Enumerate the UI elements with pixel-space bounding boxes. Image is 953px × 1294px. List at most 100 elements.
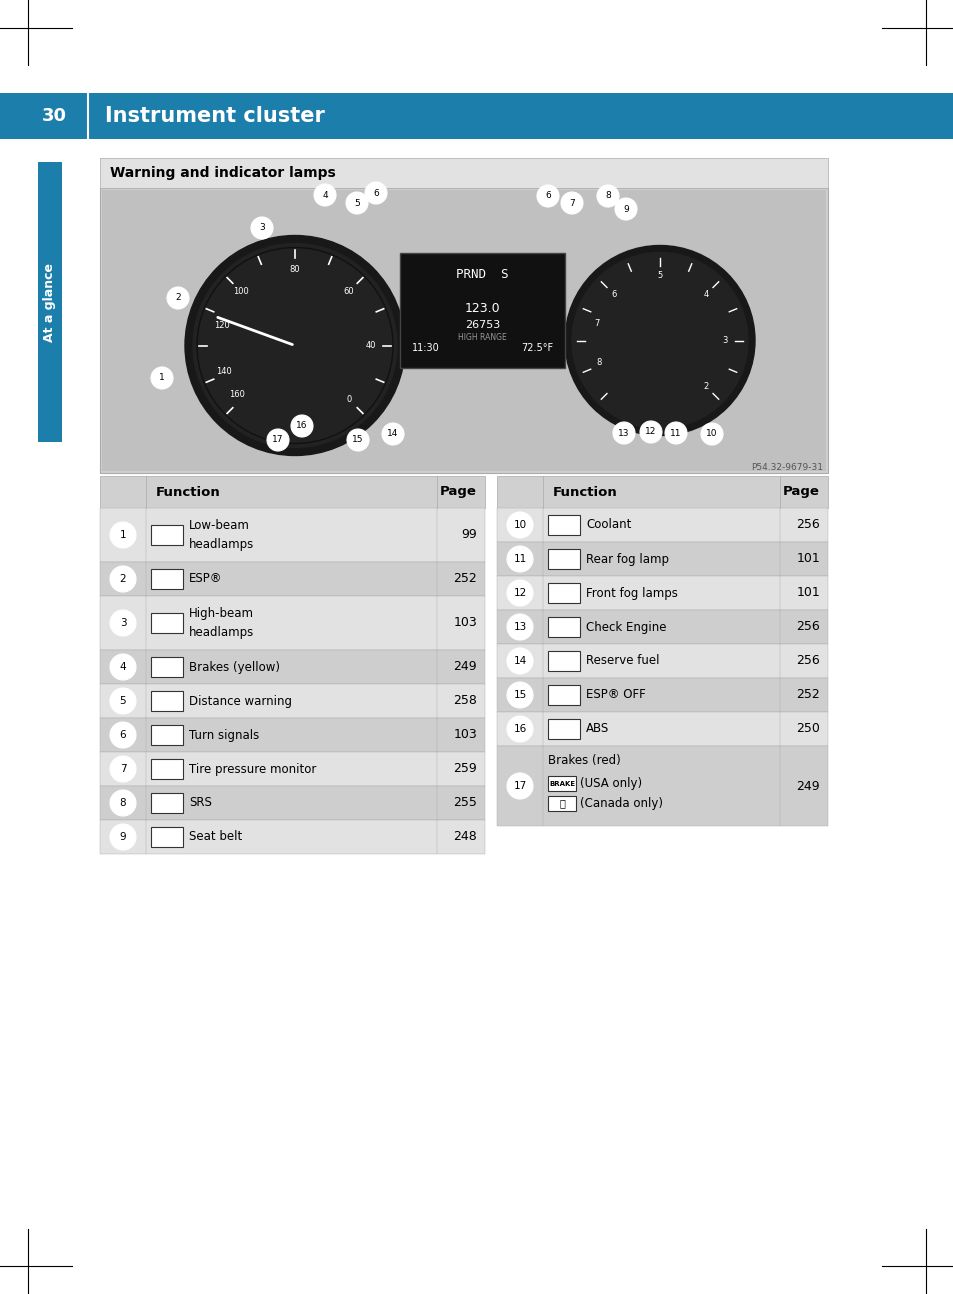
Text: 6: 6	[544, 192, 550, 201]
Text: Distance warning: Distance warning	[189, 695, 292, 708]
Text: 160: 160	[229, 389, 245, 399]
Text: ⓘ: ⓘ	[558, 798, 564, 807]
Text: 103: 103	[453, 729, 476, 741]
Bar	[497, 609, 827, 644]
Text: 103: 103	[453, 616, 476, 629]
Bar	[497, 678, 827, 712]
Text: At a glance: At a glance	[44, 263, 56, 342]
Text: 8: 8	[604, 192, 610, 201]
Text: HIGH RANGE: HIGH RANGE	[457, 334, 506, 343]
Bar	[100, 650, 484, 685]
Text: 26753: 26753	[464, 320, 499, 330]
Circle shape	[110, 722, 136, 748]
Text: 8: 8	[119, 798, 126, 807]
Text: 8: 8	[596, 358, 601, 367]
Text: 249: 249	[796, 779, 820, 792]
Text: Reserve fuel: Reserve fuel	[585, 655, 659, 668]
Text: Warning and indicator lamps: Warning and indicator lamps	[110, 166, 335, 180]
Text: headlamps: headlamps	[189, 538, 254, 551]
Bar	[547, 584, 579, 603]
Circle shape	[700, 423, 722, 445]
Circle shape	[267, 430, 289, 452]
Text: 12: 12	[513, 587, 526, 598]
Text: 80: 80	[290, 265, 300, 274]
Text: Seat belt: Seat belt	[189, 831, 242, 844]
Circle shape	[110, 756, 136, 782]
Circle shape	[110, 791, 136, 817]
Circle shape	[560, 192, 582, 214]
Bar	[547, 685, 579, 705]
Circle shape	[506, 716, 533, 741]
Bar	[497, 509, 827, 542]
Bar	[38, 162, 62, 443]
Text: Function: Function	[553, 485, 618, 498]
Text: 252: 252	[796, 688, 820, 701]
Circle shape	[506, 613, 533, 641]
Bar	[547, 651, 579, 672]
Bar	[0, 93, 88, 138]
Text: 5: 5	[354, 198, 359, 207]
Text: 17: 17	[513, 782, 526, 791]
Bar	[100, 718, 484, 752]
Circle shape	[365, 182, 387, 204]
Bar	[100, 188, 827, 474]
Text: Instrument cluster: Instrument cluster	[105, 106, 325, 126]
Text: 123.0: 123.0	[464, 302, 499, 314]
Circle shape	[664, 422, 686, 444]
Bar	[547, 515, 579, 534]
Circle shape	[347, 430, 369, 452]
Text: 4: 4	[322, 190, 328, 199]
Circle shape	[537, 185, 558, 207]
Bar	[497, 576, 827, 609]
Text: 7: 7	[119, 763, 126, 774]
Text: Rear fog lamp: Rear fog lamp	[585, 553, 668, 565]
Circle shape	[110, 653, 136, 681]
Text: 6: 6	[119, 730, 126, 740]
Text: 13: 13	[513, 622, 526, 631]
Text: 5: 5	[657, 270, 662, 280]
Circle shape	[151, 367, 172, 389]
Circle shape	[185, 236, 405, 455]
Text: Tire pressure monitor: Tire pressure monitor	[189, 762, 316, 775]
Text: 255: 255	[453, 797, 476, 810]
Circle shape	[110, 521, 136, 547]
Bar	[100, 597, 484, 650]
Text: 13: 13	[618, 428, 629, 437]
Bar	[547, 776, 576, 792]
Bar	[100, 562, 484, 597]
Bar	[0, 93, 953, 138]
Text: P54.32-9679-31: P54.32-9679-31	[750, 462, 822, 471]
Circle shape	[110, 609, 136, 635]
Text: 10: 10	[705, 430, 717, 439]
Text: 10: 10	[513, 520, 526, 531]
Circle shape	[506, 546, 533, 572]
Text: headlamps: headlamps	[189, 626, 254, 639]
Text: (USA only): (USA only)	[579, 778, 641, 791]
Text: Front fog lamps: Front fog lamps	[585, 586, 678, 599]
Text: 7: 7	[594, 320, 599, 329]
Circle shape	[639, 421, 661, 443]
Bar	[497, 644, 827, 678]
Circle shape	[506, 580, 533, 606]
Circle shape	[193, 243, 396, 448]
Text: 1: 1	[159, 374, 165, 383]
Text: 1: 1	[119, 531, 126, 540]
Text: 256: 256	[796, 621, 820, 634]
Bar	[547, 617, 579, 637]
Text: 16: 16	[513, 725, 526, 734]
Text: 15: 15	[352, 436, 363, 445]
Circle shape	[110, 565, 136, 591]
Text: 12: 12	[644, 427, 656, 436]
Text: 16: 16	[296, 422, 308, 431]
Bar	[100, 820, 484, 854]
Bar	[151, 760, 183, 779]
Text: 72.5°F: 72.5°F	[520, 343, 553, 353]
Text: 6: 6	[373, 189, 378, 198]
Text: 100: 100	[233, 287, 249, 296]
Text: 250: 250	[796, 722, 820, 735]
Bar	[100, 685, 484, 718]
Bar	[151, 525, 183, 545]
Text: Page: Page	[439, 485, 476, 498]
Text: 6: 6	[611, 290, 616, 299]
Circle shape	[613, 422, 635, 444]
